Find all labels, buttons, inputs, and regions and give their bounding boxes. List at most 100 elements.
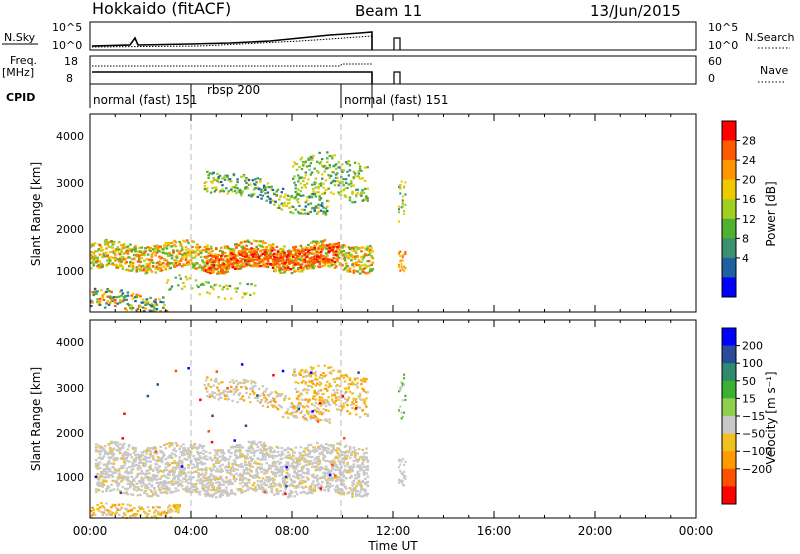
data-cell (273, 485, 276, 488)
data-cell (327, 402, 330, 405)
data-cell (336, 451, 339, 454)
data-cell (204, 468, 208, 472)
data-cell (352, 265, 356, 268)
data-cell (149, 450, 152, 453)
data-cell (294, 490, 298, 493)
data-cell (122, 243, 126, 246)
data-cell (356, 386, 359, 389)
data-cell (401, 415, 404, 418)
data-cell (278, 394, 281, 397)
data-cell (126, 256, 130, 259)
data-cell (227, 461, 231, 464)
data-cell (143, 491, 146, 494)
data-cell (100, 472, 103, 475)
data-cell (212, 468, 216, 471)
data-cell (346, 375, 349, 378)
data-cell (145, 271, 149, 274)
data-cell (92, 293, 96, 297)
data-cell (204, 471, 208, 474)
data-cell (257, 476, 261, 479)
data-cell (362, 198, 366, 202)
data-cell (250, 193, 253, 196)
data-cell (199, 251, 203, 254)
data-cell (226, 258, 229, 261)
data-cell (116, 457, 120, 460)
data-cell (331, 249, 334, 252)
data-cell (251, 265, 255, 268)
data-cell (245, 391, 248, 394)
data-cell (364, 166, 367, 169)
data-cell (222, 286, 225, 289)
data-cell (259, 401, 262, 404)
data-cell (154, 466, 157, 469)
data-cell (342, 184, 345, 187)
data-cell (208, 456, 212, 459)
data-cell (266, 249, 270, 252)
data-cell (213, 284, 217, 287)
data-cell (121, 455, 125, 458)
data-cell (138, 254, 141, 257)
data-cell (203, 246, 207, 249)
data-cell (303, 447, 306, 450)
data-cell (293, 181, 296, 184)
data-cell (150, 479, 154, 482)
data-cell (300, 263, 304, 266)
data-cell (276, 408, 280, 411)
data-cell (97, 484, 101, 487)
data-cell (221, 253, 224, 256)
data-cell (105, 502, 108, 505)
data-cell (227, 390, 230, 393)
data-cell (259, 448, 262, 451)
data-cell (366, 484, 370, 488)
data-cell (222, 262, 226, 265)
data-cell (112, 488, 116, 491)
data-cell (250, 247, 253, 250)
data-cell (302, 454, 305, 457)
data-cell (322, 206, 325, 209)
data-cell (91, 291, 94, 294)
data-cell (198, 245, 202, 248)
nave-tick-top: 60 (708, 55, 722, 68)
data-cell (346, 170, 349, 173)
data-cell (255, 187, 258, 190)
data-cell (351, 470, 354, 473)
data-cell (220, 246, 223, 249)
data-cell (355, 458, 358, 461)
data-cell (257, 187, 261, 191)
data-cell (404, 475, 407, 478)
data-cell (173, 453, 176, 456)
data-cell (191, 485, 194, 488)
data-cell (263, 184, 266, 187)
data-cell (313, 486, 317, 489)
data-cell (251, 488, 255, 491)
data-cell (198, 455, 202, 458)
data-cell (209, 378, 213, 381)
data-cell (235, 184, 238, 187)
data-cell (270, 485, 274, 488)
data-cell (297, 382, 300, 385)
data-cell (352, 465, 356, 468)
data-cell (209, 385, 213, 389)
power-ytick: 1000 (56, 265, 84, 278)
data-cell (151, 309, 155, 312)
data-cell (324, 468, 328, 471)
data-cell (213, 255, 217, 258)
data-cell (343, 256, 347, 259)
data-cell (97, 509, 101, 512)
data-cell (286, 257, 290, 260)
data-cell (313, 167, 316, 170)
data-cell (358, 177, 362, 180)
data-cell (342, 250, 346, 253)
data-cell (120, 457, 123, 460)
data-cell (95, 446, 98, 449)
data-cell (108, 449, 112, 452)
data-cell (164, 466, 168, 469)
data-cell (95, 450, 98, 453)
data-cell (269, 467, 272, 470)
data-cell (101, 248, 104, 252)
data-cell (251, 257, 255, 260)
data-cell (218, 464, 222, 467)
data-cell (401, 480, 404, 483)
data-cell (274, 474, 277, 477)
data-cell (292, 177, 295, 180)
